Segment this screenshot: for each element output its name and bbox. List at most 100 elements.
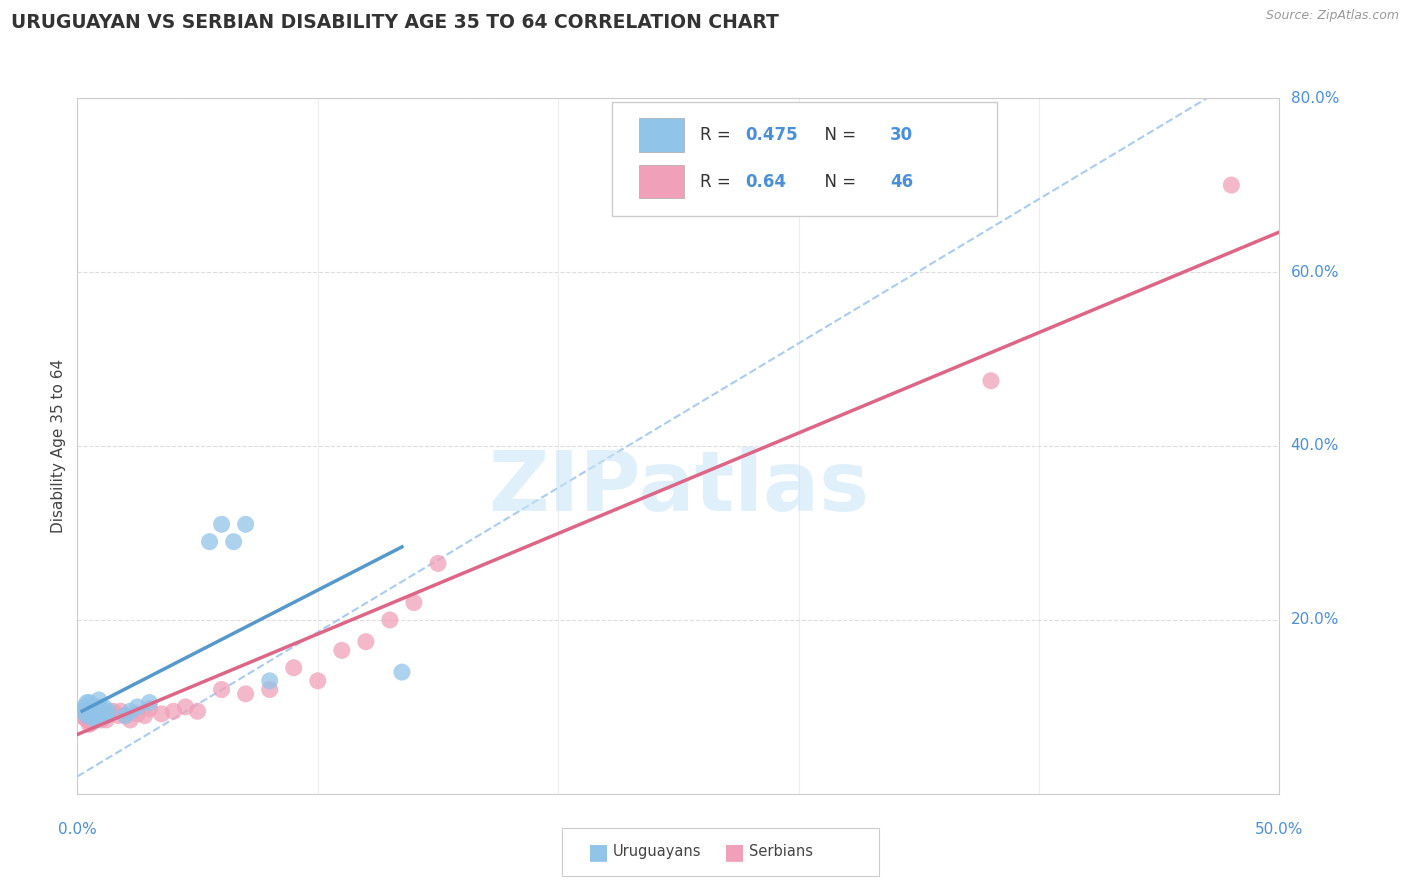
Point	[96, 708, 118, 723]
Point	[427, 557, 450, 571]
Point	[378, 613, 401, 627]
Point	[402, 596, 425, 610]
Point	[83, 713, 105, 727]
Point	[127, 699, 149, 714]
Point	[87, 693, 110, 707]
Point	[174, 699, 197, 714]
Text: Uruguayans: Uruguayans	[613, 845, 702, 859]
Text: 0.475: 0.475	[745, 126, 799, 144]
Text: ■: ■	[588, 842, 609, 862]
Point	[70, 704, 93, 718]
Point	[70, 704, 93, 718]
Point	[87, 699, 110, 714]
Point	[211, 682, 233, 697]
FancyBboxPatch shape	[612, 102, 997, 217]
Point	[391, 665, 413, 680]
Point	[96, 713, 118, 727]
Point	[138, 701, 160, 715]
Text: R =: R =	[700, 173, 735, 191]
Text: N =: N =	[814, 173, 862, 191]
Point	[138, 696, 160, 710]
Point	[127, 706, 149, 721]
Bar	[638, 119, 685, 152]
Point	[259, 673, 281, 688]
Point	[103, 704, 125, 718]
Point	[87, 708, 110, 723]
Point	[114, 708, 136, 723]
Point	[283, 661, 305, 675]
Point	[186, 704, 209, 718]
Point	[120, 704, 142, 718]
Point	[76, 706, 98, 721]
Point	[79, 704, 101, 718]
Point	[73, 699, 96, 714]
Text: 40.0%: 40.0%	[1291, 439, 1339, 453]
Point	[110, 704, 132, 718]
Text: 50.0%: 50.0%	[1256, 822, 1303, 837]
Point	[90, 704, 112, 718]
Text: 60.0%: 60.0%	[1291, 265, 1339, 279]
Point	[83, 702, 105, 716]
Point	[354, 634, 377, 648]
Point	[1220, 178, 1243, 193]
Point	[79, 701, 101, 715]
Point	[90, 706, 112, 721]
Text: ■: ■	[724, 842, 745, 862]
Point	[93, 708, 115, 723]
Text: URUGUAYAN VS SERBIAN DISABILITY AGE 35 TO 64 CORRELATION CHART: URUGUAYAN VS SERBIAN DISABILITY AGE 35 T…	[11, 13, 779, 32]
Text: 30: 30	[890, 126, 912, 144]
Point	[114, 708, 136, 723]
Point	[80, 699, 103, 714]
Text: R =: R =	[700, 126, 735, 144]
Point	[307, 673, 329, 688]
Point	[80, 710, 103, 724]
Point	[150, 706, 173, 721]
Point	[73, 710, 96, 724]
Point	[120, 713, 142, 727]
Text: N =: N =	[814, 126, 862, 144]
Text: 0.64: 0.64	[745, 173, 787, 191]
Point	[83, 708, 105, 723]
Point	[330, 643, 353, 657]
Point	[90, 710, 112, 724]
Point	[86, 704, 108, 718]
Point	[79, 710, 101, 724]
Text: 46: 46	[890, 173, 912, 191]
Point	[198, 534, 221, 549]
Point	[79, 706, 101, 721]
Point	[83, 706, 105, 721]
Text: ZIPatlas: ZIPatlas	[488, 447, 869, 528]
Point	[259, 682, 281, 697]
Point	[107, 708, 129, 723]
Point	[80, 708, 103, 723]
Point	[76, 713, 98, 727]
Text: 20.0%: 20.0%	[1291, 613, 1339, 627]
Point	[87, 701, 110, 715]
Text: Serbians: Serbians	[749, 845, 814, 859]
Text: 0.0%: 0.0%	[58, 822, 97, 837]
Point	[97, 706, 120, 721]
Point	[222, 534, 245, 549]
Point	[211, 517, 233, 532]
Text: Source: ZipAtlas.com: Source: ZipAtlas.com	[1265, 9, 1399, 22]
Point	[97, 704, 120, 718]
Point	[235, 687, 257, 701]
Point	[76, 696, 98, 710]
Point	[162, 704, 184, 718]
Point	[79, 696, 101, 710]
Point	[86, 713, 108, 727]
Point	[69, 708, 91, 723]
Point	[80, 715, 103, 730]
Y-axis label: Disability Age 35 to 64: Disability Age 35 to 64	[51, 359, 66, 533]
Bar	[638, 165, 685, 198]
Point	[980, 374, 1002, 388]
Point	[134, 708, 156, 723]
Point	[73, 704, 96, 718]
Point	[79, 717, 101, 731]
Point	[90, 713, 112, 727]
Point	[76, 708, 98, 723]
Point	[235, 517, 257, 532]
Point	[93, 699, 115, 714]
Point	[86, 710, 108, 724]
Text: 80.0%: 80.0%	[1291, 91, 1339, 105]
